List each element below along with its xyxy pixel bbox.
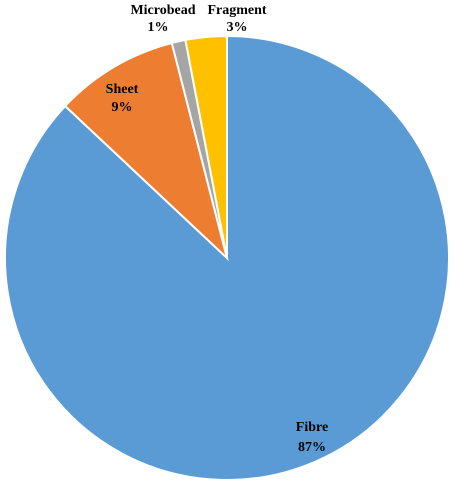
slice-label: Fibre bbox=[296, 420, 328, 435]
slice-value-label: 3% bbox=[227, 20, 248, 35]
slice-value-label: 87% bbox=[298, 440, 326, 455]
slice-label: Fragment bbox=[207, 3, 266, 18]
pie-slice bbox=[184, 34, 228, 259]
slice-label: Sheet bbox=[106, 82, 139, 97]
slice-value-label: 1% bbox=[148, 20, 169, 35]
pie-slice bbox=[63, 41, 229, 262]
slice-label: Microbead bbox=[130, 3, 195, 18]
slice-value-label: 9% bbox=[112, 100, 133, 115]
